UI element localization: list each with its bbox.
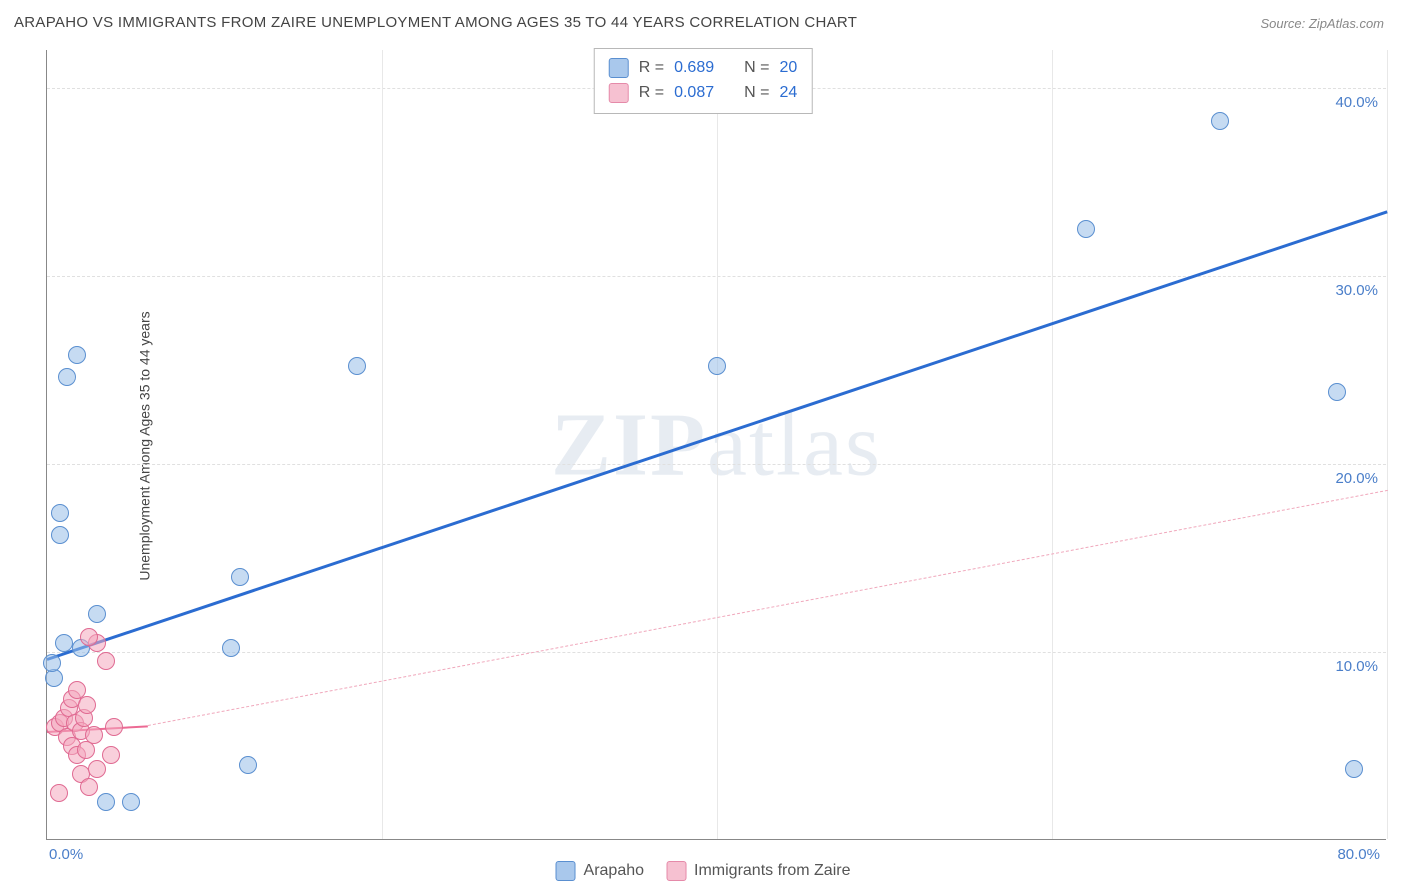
x-tick-label: 0.0% [49,846,83,863]
legend-swatch [609,58,629,78]
y-tick-label: 40.0% [1335,94,1378,111]
legend-series-label: Immigrants from Zaire [694,862,850,880]
legend-swatch [556,861,576,881]
data-point [80,778,98,796]
data-point [85,726,103,744]
chart-title: ARAPAHO VS IMMIGRANTS FROM ZAIRE UNEMPLO… [14,14,857,31]
legend-top-row: R = 0.689 N = 20 [609,56,798,81]
legend-n-value: 20 [779,56,797,81]
data-point [50,784,68,802]
gridline-v [1052,50,1053,839]
legend-bottom-item: Immigrants from Zaire [666,861,850,881]
data-point [1077,220,1095,238]
data-point [122,793,140,811]
data-point [97,793,115,811]
data-point [239,756,257,774]
legend-r-label: R = [639,81,664,106]
gridline-v [717,50,718,839]
data-point [80,628,98,646]
y-tick-label: 30.0% [1335,282,1378,299]
legend-swatch [609,83,629,103]
x-tick-label: 80.0% [1337,846,1380,863]
legend-bottom-item: Arapaho [556,861,645,881]
data-point [231,568,249,586]
legend-r-value: 0.087 [674,81,714,106]
legend-n-value: 24 [779,81,797,106]
data-point [68,346,86,364]
data-point [78,696,96,714]
data-point [222,639,240,657]
data-point [1345,760,1363,778]
data-point [1328,383,1346,401]
legend-r-value: 0.689 [674,56,714,81]
legend-n-label: N = [744,56,769,81]
legend-n-label: N = [744,81,769,106]
legend-series: Arapaho Immigrants from Zaire [556,861,851,881]
source-label: Source: ZipAtlas.com [1260,16,1384,31]
data-point [105,718,123,736]
data-point [97,652,115,670]
data-point [58,368,76,386]
data-point [88,760,106,778]
y-tick-label: 20.0% [1335,470,1378,487]
gridline-v [382,50,383,839]
data-point [88,605,106,623]
legend-correlation: R = 0.689 N = 20 R = 0.087 N = 24 [594,48,813,114]
data-point [55,634,73,652]
legend-top-row: R = 0.087 N = 24 [609,81,798,106]
legend-swatch [666,861,686,881]
data-point [348,357,366,375]
data-point [43,654,61,672]
data-point [51,504,69,522]
legend-series-label: Arapaho [584,862,645,880]
y-tick-label: 10.0% [1335,658,1378,675]
gridline-v [1387,50,1388,839]
data-point [102,746,120,764]
data-point [51,526,69,544]
data-point [1211,112,1229,130]
trend-line-zaire-dash [147,490,1387,726]
legend-r-label: R = [639,56,664,81]
data-point [708,357,726,375]
plot-area: ZIPatlas 10.0%20.0%30.0%40.0%0.0%80.0% [46,50,1386,840]
